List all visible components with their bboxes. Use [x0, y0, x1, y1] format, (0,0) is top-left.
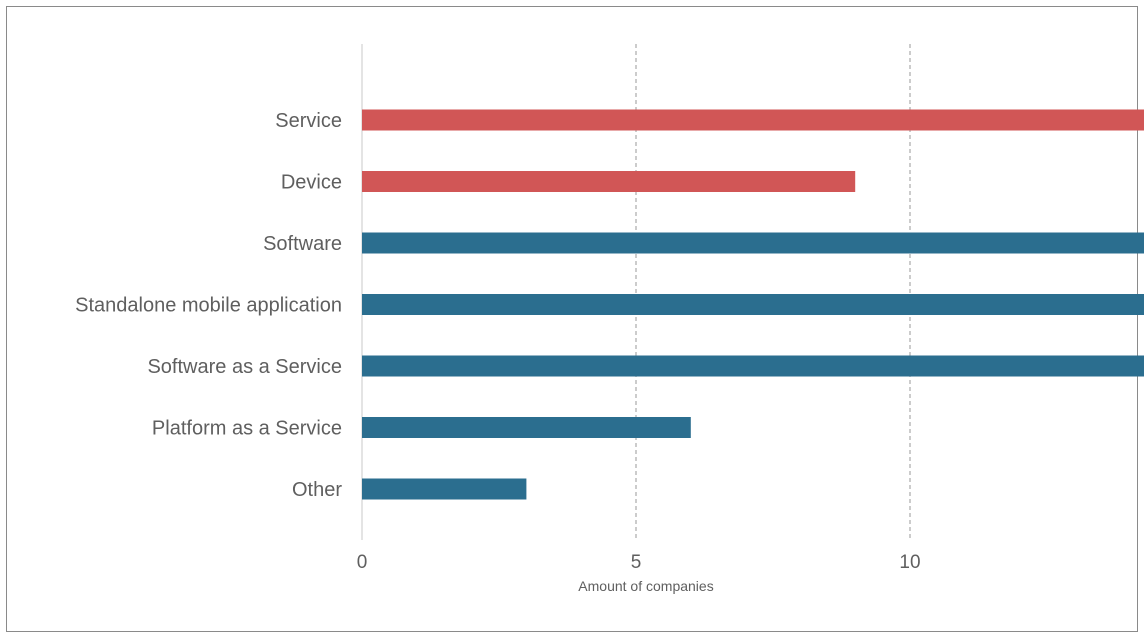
bars: [362, 109, 1144, 500]
bar-platform-as-a-service: [362, 417, 691, 438]
category-label-software-as-a-service: Software as a Service: [147, 356, 342, 378]
bar-software-as-a-service: [362, 355, 1144, 377]
bar-service: [362, 109, 1144, 131]
x-tick-label-0: 0: [357, 552, 368, 573]
bar-other: [362, 478, 527, 500]
category-label-device: Device: [281, 172, 342, 194]
bar-device: [362, 171, 856, 192]
category-labels: Service Device Software Standalone mobile a…: [75, 110, 342, 501]
x-tick-label-10: 10: [899, 552, 920, 573]
bar-standalone-mobile-application: [362, 294, 1144, 315]
bar-software: [362, 232, 1144, 254]
category-label-other: Other: [292, 479, 342, 501]
x-tick-labels: 05101520: [357, 552, 921, 573]
x-axis-label: Amount of companies: [578, 578, 713, 594]
x-tick-label-5: 5: [631, 552, 642, 573]
category-label-software: Software: [263, 233, 342, 255]
category-label-platform-as-a-service: Platform as a Service: [152, 418, 342, 440]
category-label-service: Service: [275, 110, 342, 132]
category-label-standalone-mobile-application: Standalone mobile application: [75, 295, 342, 317]
